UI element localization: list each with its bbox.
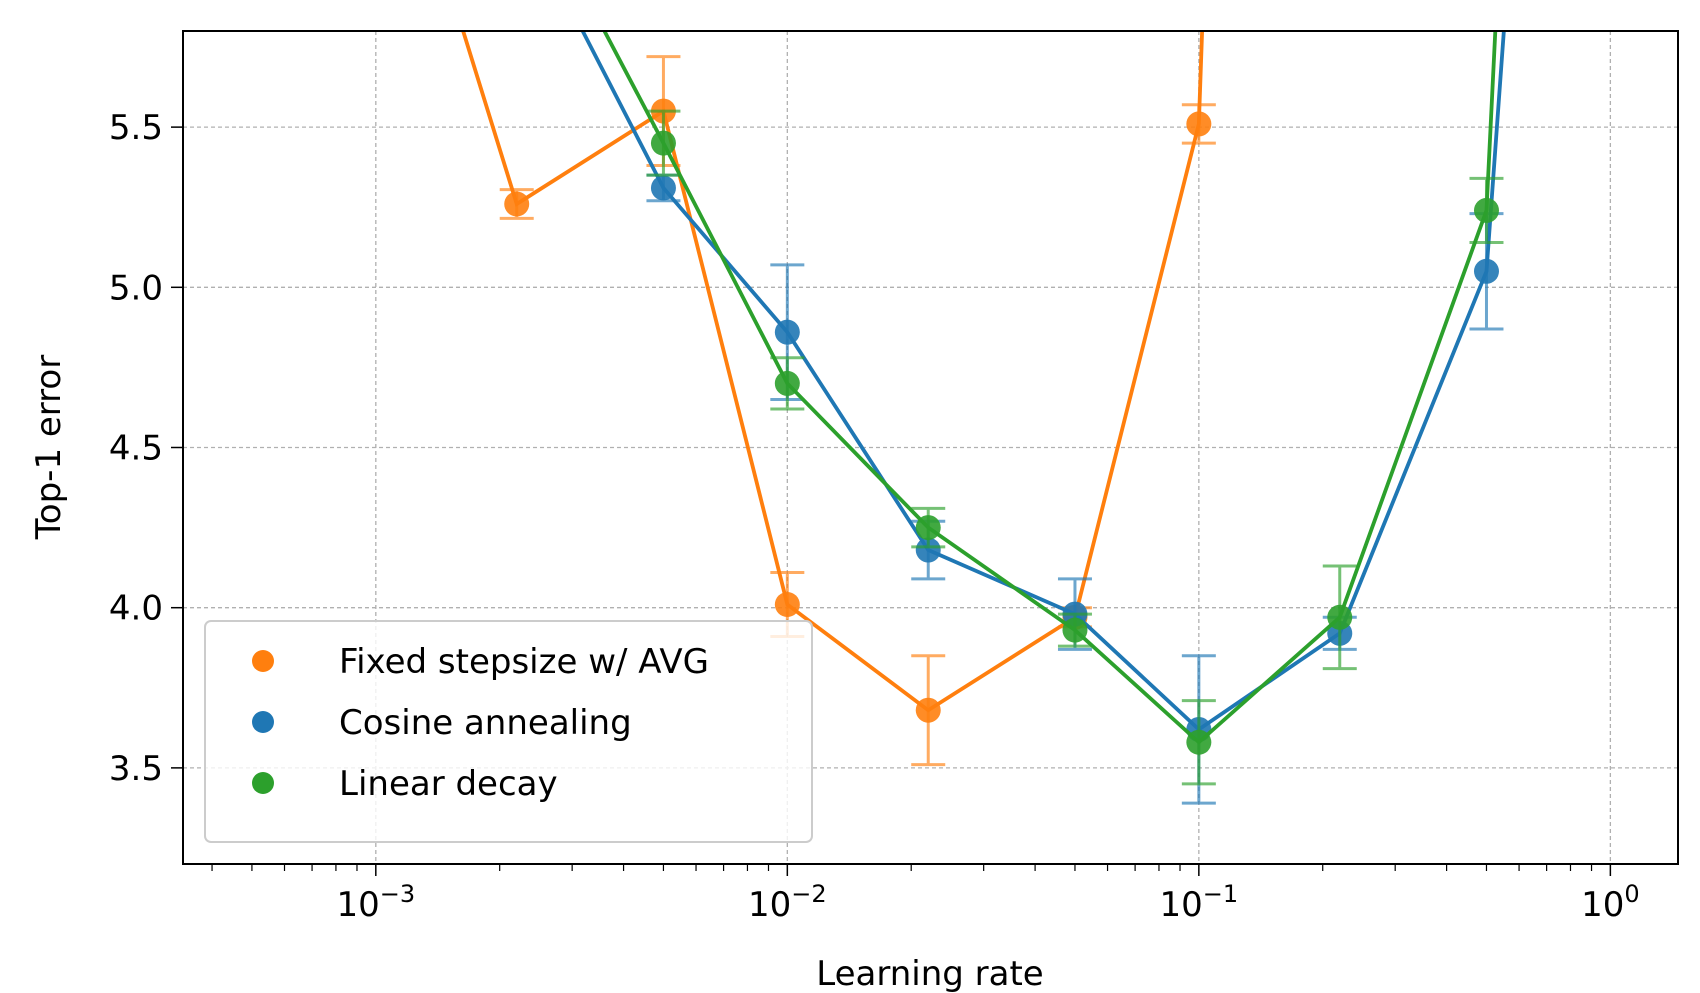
legend-marker: [252, 772, 274, 794]
point: [1473, 197, 1499, 223]
y-tick-label: 4.5: [109, 429, 163, 469]
legend-box: [204, 620, 813, 843]
point: [915, 697, 941, 723]
y-tick-label: 3.5: [109, 749, 163, 789]
point: [504, 191, 530, 217]
y-tick-label: 5.5: [109, 108, 163, 148]
point: [650, 175, 676, 201]
series: [602, 31, 1504, 786]
y-tick-label: 5.0: [109, 268, 163, 308]
point: [774, 319, 800, 345]
y-tick-label: 4.0: [109, 589, 163, 629]
legend-marker: [252, 650, 274, 672]
legend-label: Cosine annealing: [339, 703, 632, 743]
y-axis-label: Top-1 error: [29, 355, 69, 540]
legend: Fixed stepsize w/ AVG Cosine annealing Lin…: [204, 620, 813, 843]
point: [1186, 111, 1212, 137]
line: [461, 31, 1205, 713]
legend-label: Linear decay: [339, 764, 558, 804]
point: [915, 537, 941, 563]
plot-area: [461, 31, 1506, 805]
plot-frame: [182, 30, 1679, 865]
point: [1062, 617, 1088, 643]
x-axis-label: Learning rate: [816, 954, 1043, 993]
legend-label: Fixed stepsize w/ AVG: [339, 642, 709, 682]
point: [1186, 729, 1212, 755]
x-tick-label: 10−1: [1160, 880, 1239, 925]
point: [774, 370, 800, 396]
legend-marker: [252, 711, 274, 733]
point: [1473, 258, 1499, 284]
point: [774, 591, 800, 617]
point: [650, 130, 676, 156]
x-tick-label: 10−2: [748, 880, 827, 925]
x-tick-label: 100: [1581, 880, 1640, 925]
point: [1327, 604, 1353, 630]
x-tick-label: 10−3: [336, 880, 415, 925]
point: [915, 515, 941, 541]
